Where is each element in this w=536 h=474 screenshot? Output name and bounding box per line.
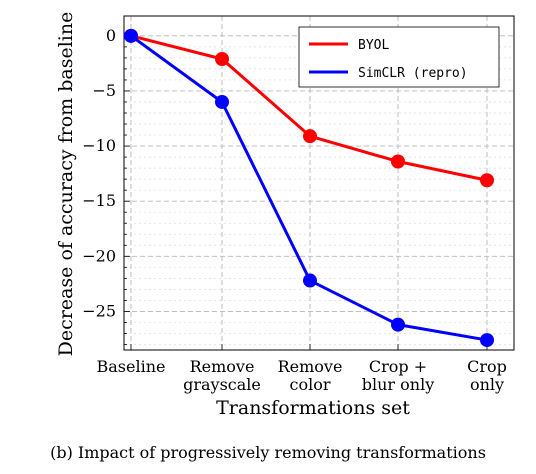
series-group	[124, 28, 494, 348]
data-point-byol	[391, 154, 405, 169]
caption: (b) Impact of progressively removing tra…	[50, 443, 486, 462]
x-axis-title: Transformations set	[216, 397, 410, 419]
y-tick-label: −15	[82, 191, 116, 210]
data-point-simclr	[303, 273, 317, 288]
y-axis-title: Decrease of accuracy from baseline	[55, 12, 77, 357]
legend: BYOL SimCLR (repro)	[298, 26, 500, 88]
x-tick-label: Remove color	[278, 357, 343, 394]
plot-frame	[123, 15, 515, 351]
data-point-simclr	[124, 28, 138, 43]
data-point-byol	[215, 51, 229, 66]
x-tick-label: Remove grayscale	[183, 357, 261, 394]
y-tick-label: −20	[82, 246, 116, 265]
y-tick-label: 0	[106, 26, 116, 45]
x-tick-label: Baseline	[97, 357, 166, 376]
legend-label-simclr: SimCLR (repro)	[358, 66, 468, 81]
data-point-simclr	[215, 94, 229, 109]
data-point-byol	[480, 173, 494, 188]
x-tick-label: Crop only	[467, 357, 507, 394]
y-tick-label: −5	[92, 81, 116, 100]
y-tick-label: −10	[82, 136, 116, 155]
legend-box	[298, 26, 500, 88]
data-point-simclr	[391, 317, 405, 332]
legend-label-byol: BYOL	[358, 38, 389, 53]
x-tick-label: Crop + blur only	[362, 357, 435, 394]
y-axis: 0 −5 −10 −15 −20 −25	[82, 26, 130, 345]
grid	[124, 16, 514, 350]
data-point-simclr	[480, 333, 494, 348]
data-point-byol	[303, 129, 317, 144]
y-tick-label: −25	[82, 301, 116, 320]
x-axis: Baseline Remove grayscale Remove color Crop +…	[97, 344, 507, 394]
